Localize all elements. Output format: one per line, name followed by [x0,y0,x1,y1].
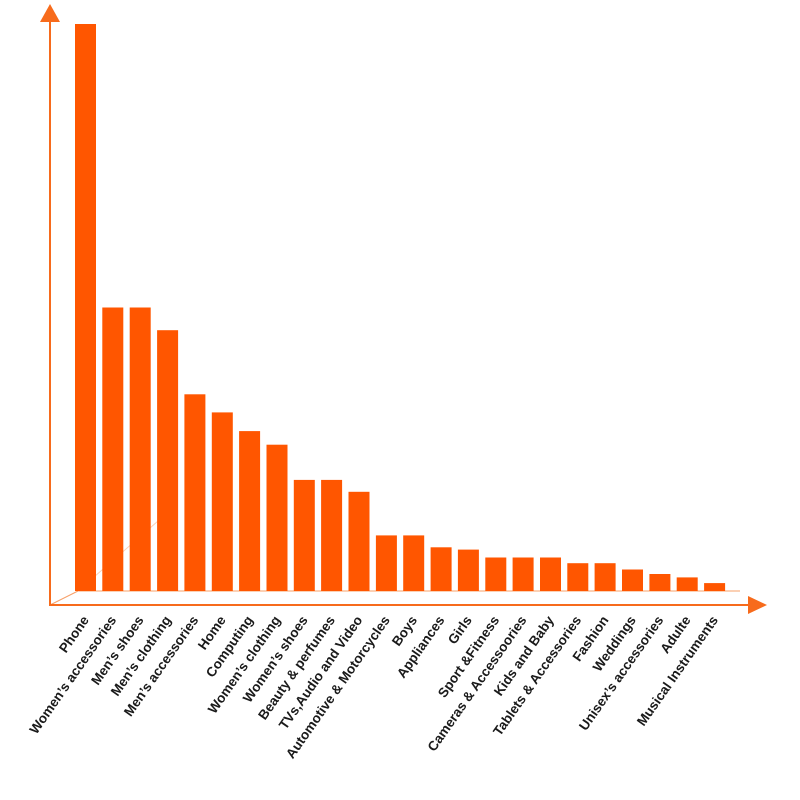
bar-0 [75,24,96,591]
bars-group [75,24,726,591]
bar-14 [457,549,479,591]
bar-11 [375,535,397,591]
bar-2 [129,307,151,591]
bar-12 [403,535,425,591]
bar-22 [676,577,698,591]
bar-21 [649,574,671,591]
bar-4 [184,394,206,591]
bar-23 [704,583,726,591]
bar-17 [540,557,561,591]
bar-6 [239,431,261,591]
bar-16 [512,557,534,591]
bar-9 [321,479,343,591]
bar-18 [567,563,589,591]
bar-20 [622,569,643,591]
floor-depth-line [49,590,79,606]
bar-10 [348,491,370,591]
y-axis-arrow [40,4,60,22]
bar-1 [102,307,124,591]
bar-13 [430,547,452,591]
bar-15 [485,557,507,591]
bar-3 [157,330,179,591]
bar-7 [266,444,288,591]
bar-8 [293,479,315,591]
bar-5 [211,412,233,591]
bar-19 [594,563,616,591]
x-axis-arrow [748,596,767,614]
